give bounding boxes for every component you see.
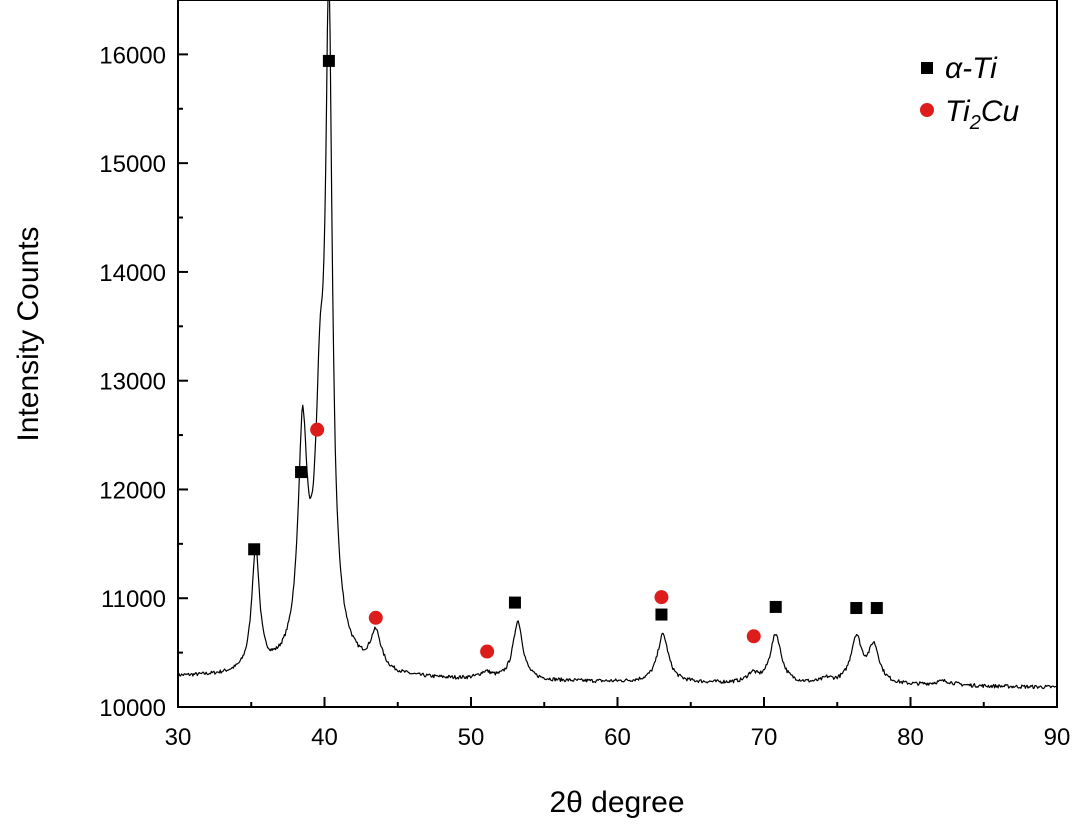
legend-label-ti2cu-sub: 2 — [969, 112, 981, 134]
y-tick-label: 15000 — [99, 151, 166, 178]
x-tick-label: 90 — [1044, 724, 1071, 751]
x-tick-label: 60 — [604, 724, 631, 751]
alpha-ti-marker — [508, 596, 521, 609]
y-axis-ticks: 10000 11000 12000 13000 14000 15000 16000 — [99, 42, 188, 722]
alpha-ti-marker — [295, 466, 308, 479]
alpha-ti-marker — [870, 602, 883, 615]
x-tick-label: 30 — [165, 724, 192, 751]
alpha-ti-marker — [769, 600, 782, 613]
y-axis-title: Intensity Counts — [12, 226, 45, 441]
x-tick-label: 40 — [311, 724, 338, 751]
ti2cu-marker — [368, 610, 383, 625]
ti2cu-marker — [480, 644, 495, 659]
legend-label-ti2cu-main: Ti — [945, 95, 971, 128]
ti2cu-marker — [746, 629, 761, 644]
legend-label-ti2cu-tail: Cu — [981, 95, 1020, 128]
x-tick-label: 50 — [458, 724, 485, 751]
alpha-ti-marker — [655, 608, 668, 621]
y-tick-label: 13000 — [99, 369, 166, 396]
y-tick-label: 16000 — [99, 42, 166, 69]
y-tick-label: 11000 — [101, 586, 166, 613]
legend: α-Ti Ti2Cu — [920, 52, 1020, 134]
phase-markers — [248, 54, 883, 659]
alpha-ti-marker — [248, 543, 261, 556]
y-tick-label: 12000 — [99, 477, 166, 504]
y-tick-label: 14000 — [99, 260, 166, 287]
x-axis-title: 2θ degree — [549, 786, 684, 819]
ti2cu-marker — [310, 422, 325, 437]
y-tick-label: 10000 — [99, 695, 166, 722]
alpha-ti-marker — [322, 54, 335, 67]
xrd-pattern-line — [177, 0, 1058, 690]
legend-label-alpha-ti: α-Ti — [945, 52, 998, 85]
alpha-ti-marker — [850, 602, 863, 615]
legend-marker-alpha-ti — [921, 62, 933, 74]
x-tick-label: 80 — [897, 724, 924, 751]
ti2cu-marker — [654, 590, 669, 605]
x-axis-ticks: 30 40 50 60 70 80 90 — [165, 697, 1071, 751]
legend-marker-ti2cu — [920, 103, 934, 117]
x-tick-label: 70 — [751, 724, 778, 751]
legend-label-ti2cu: Ti2Cu — [945, 95, 1020, 134]
